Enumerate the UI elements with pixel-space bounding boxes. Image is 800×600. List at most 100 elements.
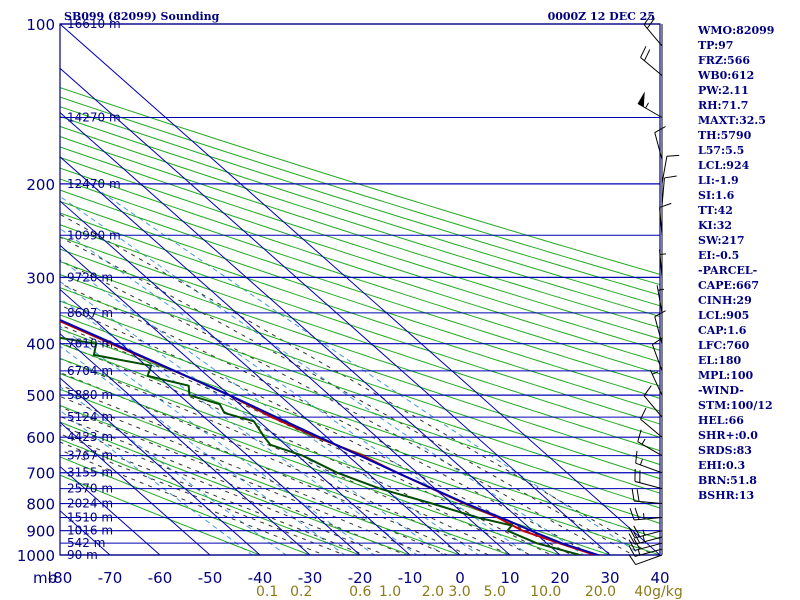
index-item: LI:-1.9 — [698, 174, 739, 187]
isotherm — [60, 111, 561, 555]
moist-adiabat — [60, 282, 594, 555]
wind-barb-half-feather — [641, 438, 646, 445]
wind-barb — [628, 525, 663, 539]
wind-barb-feather — [635, 450, 638, 464]
isotherm — [60, 333, 311, 555]
mixing-ratio-label: 40g/kg — [634, 584, 682, 600]
dry-adiabat — [60, 136, 660, 329]
wind-barb-staff — [643, 24, 663, 47]
dry-adiabat — [60, 106, 660, 296]
wind-barb-feather — [664, 175, 677, 179]
wind-barb-staff — [635, 554, 663, 566]
wind-barb — [628, 554, 663, 566]
mixing-ratio-line — [60, 280, 445, 555]
isotherm — [0, 24, 10, 555]
isotherm — [60, 156, 511, 555]
dry-adiabat — [60, 224, 660, 425]
mixing-ratio-line — [60, 385, 287, 555]
wind-barb-staff — [640, 57, 663, 76]
index-item: EHI:0.3 — [698, 459, 745, 472]
index-item: PW:2.11 — [698, 84, 749, 97]
height-label: 9720 m — [67, 270, 113, 284]
wind-barb — [640, 407, 663, 438]
height-label: 6704 m — [67, 364, 113, 378]
wind-barb-feather — [666, 154, 680, 157]
wind-barb — [654, 310, 666, 344]
wind-barb-feather — [640, 46, 647, 58]
wind-barb-staff — [637, 441, 663, 457]
isotherm — [60, 24, 660, 555]
wind-barb-staff — [643, 395, 663, 418]
moist-adiabat — [60, 259, 614, 555]
mixing-ratio-label: 10.0 — [530, 584, 561, 600]
wind-barb — [656, 285, 665, 313]
height-label: 1510 m — [67, 511, 113, 525]
dry-adiabats — [60, 87, 660, 555]
index-item: LCL:924 — [698, 159, 750, 172]
wind-barb — [629, 507, 663, 521]
wind-barb-feather — [646, 18, 655, 29]
index-item: TH:5790 — [698, 129, 752, 142]
dry-adiabat — [60, 388, 512, 555]
dry-adiabat — [60, 146, 660, 340]
wind-barb-staff — [649, 369, 663, 396]
temperature-tick-label: -70 — [98, 569, 123, 587]
index-item: STM:100/12 — [698, 399, 773, 412]
dry-adiabat — [60, 421, 412, 555]
moist-adiabat — [60, 441, 346, 555]
index-item: SI:1.6 — [698, 189, 735, 202]
wind-barbs — [628, 14, 680, 566]
mixing-ratio-label: 0.1 — [256, 584, 278, 600]
wind-barb-feather — [628, 554, 637, 565]
dry-adiabat — [60, 300, 660, 509]
wind-barb-half-feather — [637, 549, 641, 556]
dry-adiabat — [60, 373, 562, 555]
wind-barb — [634, 469, 663, 490]
dry-adiabat — [60, 328, 660, 540]
index-item: HEL:66 — [698, 414, 744, 427]
moist-adiabat — [60, 324, 553, 555]
dry-adiabat — [60, 115, 660, 307]
moist-adiabat — [60, 406, 428, 555]
wind-barb-staff — [659, 207, 663, 236]
index-item: L57:5.5 — [698, 144, 744, 157]
wind-barb — [628, 538, 663, 551]
pressure-tick-label: 1000 — [17, 547, 55, 565]
height-label: 5124 m — [67, 410, 113, 424]
wind-barb — [643, 385, 663, 418]
wind-barb — [661, 154, 680, 184]
index-item: CAPE:667 — [698, 279, 759, 292]
height-label: 5880 m — [67, 388, 113, 402]
dry-adiabat — [60, 342, 660, 555]
temperature-tick-label: 10 — [500, 569, 519, 587]
isotherm — [60, 421, 211, 555]
index-item: WB0:612 — [697, 69, 754, 82]
wind-barb — [637, 91, 663, 118]
wind-barb-staff — [654, 132, 663, 160]
index-item: LFC:760 — [698, 339, 750, 352]
moist-adiabat — [60, 395, 449, 555]
index-item: TP:97 — [698, 39, 733, 52]
isotherm — [60, 288, 361, 555]
index-item: KI:32 — [698, 219, 732, 232]
index-item: -WIND- — [698, 384, 744, 397]
index-item: EI:-0.5 — [698, 249, 739, 262]
isotherm — [60, 244, 411, 555]
dry-adiabat — [60, 125, 660, 318]
dry-adiabat — [60, 474, 262, 555]
mixing-ratio-line — [60, 227, 531, 555]
mixing-ratio-line — [60, 297, 418, 555]
wind-barb — [659, 202, 672, 236]
height-label: 1016 m — [67, 524, 113, 538]
temperature-tick-label: 30 — [600, 569, 619, 587]
index-item: CAP:1.6 — [698, 324, 747, 337]
index-item: BRN:51.8 — [698, 474, 757, 487]
wind-barb-staff — [661, 177, 665, 206]
wind-barb — [661, 175, 677, 206]
index-item: SW:217 — [698, 234, 745, 247]
wind-barb-feather — [628, 545, 636, 557]
mixing-ratio-line — [60, 345, 346, 555]
mixing-ratio-label: 20.0 — [585, 584, 616, 600]
mixing-ratio-line — [89, 183, 643, 555]
